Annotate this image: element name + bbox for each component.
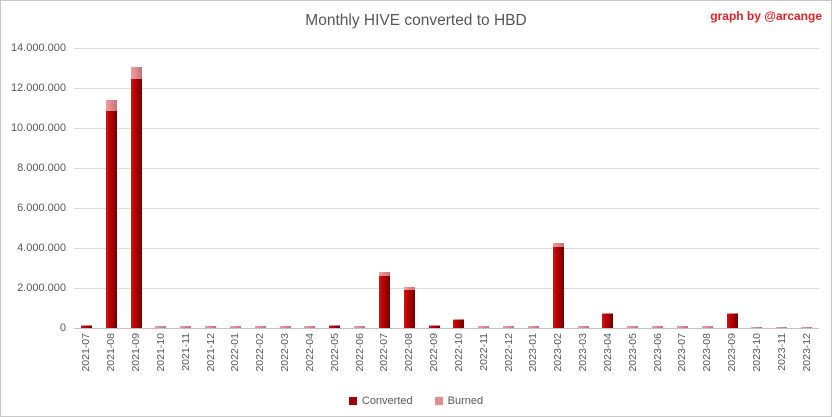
bar-converted-segment: [130, 79, 142, 328]
bar-burned-segment: [503, 326, 515, 328]
x-axis-label: 2022-07: [378, 333, 391, 372]
x-axis-label: 2023-07: [676, 333, 689, 372]
bar-burned-segment: [229, 326, 241, 328]
legend-swatch-converted: [348, 397, 357, 405]
bar-converted-segment: [329, 325, 341, 328]
legend-swatch-burned: [434, 397, 443, 405]
x-axis-label: 2022-01: [229, 333, 242, 372]
bar-burned-segment: [279, 326, 291, 328]
bar-converted-segment: [378, 276, 390, 328]
x-axis-label: 2023-09: [726, 333, 739, 372]
x-axis-label: 2022-04: [303, 333, 316, 372]
y-axis-label: 4.000.000: [17, 242, 66, 254]
bar-converted-segment: [726, 314, 738, 328]
bar-burned-segment: [676, 326, 688, 328]
bar-burned-segment: [428, 324, 440, 326]
legend-label-converted: Converted: [361, 395, 413, 407]
bar-burned-segment: [205, 326, 217, 328]
chart-credit: graph by @arcange: [710, 9, 822, 23]
bar-burned-segment: [378, 272, 390, 276]
x-axis-label: 2023-03: [577, 333, 590, 372]
x-axis-label: 2022-11: [477, 333, 490, 371]
bar-burned-segment: [701, 326, 713, 328]
bar-converted-segment: [428, 325, 440, 328]
x-axis-label: 2021-08: [105, 333, 118, 372]
x-axis-label: 2023-08: [701, 333, 714, 372]
y-axis-label: 0: [59, 322, 66, 334]
bar-converted-segment: [453, 319, 465, 328]
x-axis-label: 2023-02: [552, 333, 565, 372]
bar-burned-segment: [403, 287, 415, 290]
y-axis-label: 6.000.000: [17, 202, 66, 214]
bar-converted-segment: [80, 326, 92, 328]
gridline: [74, 88, 819, 89]
bar-burned-segment: [627, 326, 639, 328]
x-axis-label: 2023-01: [527, 333, 540, 372]
bar-burned-segment: [602, 313, 614, 314]
bar-burned-segment: [801, 326, 813, 328]
bar-burned-segment: [726, 313, 738, 315]
bar-converted-segment: [403, 290, 415, 328]
legend-item-burned: Burned: [434, 395, 484, 407]
y-axis-label: 2.000.000: [17, 282, 66, 294]
gridline: [74, 248, 819, 249]
bar-converted-segment: [552, 247, 564, 328]
x-axis-label: 2022-06: [353, 333, 366, 372]
x-axis-label: 2021-10: [154, 333, 167, 372]
bar-burned-segment: [329, 325, 341, 326]
x-axis-label: 2021-11: [179, 333, 192, 371]
bar-burned-segment: [354, 326, 366, 328]
bar-burned-segment: [478, 326, 490, 328]
gridline: [74, 288, 819, 289]
bar-burned-segment: [304, 326, 316, 328]
x-axis-label: 2023-04: [601, 333, 614, 372]
x-axis-label: 2022-12: [502, 333, 515, 372]
bar-burned-segment: [180, 326, 192, 328]
x-axis-label: 2022-05: [328, 333, 341, 372]
bar-burned-segment: [552, 243, 564, 247]
bar-burned-segment: [155, 326, 167, 328]
y-axis-label: 8.000.000: [17, 162, 66, 174]
gridline: [74, 128, 819, 129]
gridline: [74, 168, 819, 169]
x-axis-line: [74, 328, 819, 329]
bar-converted-segment: [105, 111, 117, 328]
legend-item-converted: Converted: [348, 395, 413, 407]
y-axis-label: 12.000.000: [10, 82, 66, 94]
bar-burned-segment: [453, 318, 465, 320]
bar-converted-segment: [602, 314, 614, 328]
bar-burned-segment: [751, 326, 763, 328]
bar-burned-segment: [577, 326, 589, 328]
bar-burned-segment: [130, 67, 142, 79]
bar-burned-segment: [254, 326, 266, 328]
x-axis-label: 2021-09: [130, 333, 143, 372]
x-axis-label: 2023-06: [651, 333, 664, 372]
x-axis-label: 2022-10: [452, 333, 465, 372]
gridline: [74, 208, 819, 209]
bar-burned-segment: [776, 326, 788, 328]
y-axis-label: 14.000.000: [10, 42, 66, 54]
x-axis-label: 2023-12: [800, 333, 813, 372]
x-axis-label: 2022-09: [428, 333, 441, 372]
bar-burned-segment: [527, 326, 539, 328]
x-axis-label: 2021-12: [204, 333, 217, 372]
legend-label-burned: Burned: [447, 395, 484, 407]
gridline: [74, 48, 819, 49]
x-axis-label: 2023-10: [750, 333, 763, 372]
x-axis-label: 2022-03: [279, 333, 292, 372]
x-axis-label: 2022-08: [403, 333, 416, 372]
legend: Converted Burned: [1, 395, 831, 407]
x-axis-label: 2023-05: [626, 333, 639, 372]
x-axis-label: 2021-07: [80, 333, 93, 372]
bar-burned-segment: [80, 325, 92, 327]
y-axis-label: 10.000.000: [10, 122, 66, 134]
bar-burned-segment: [105, 100, 117, 111]
chart-title: Monthly HIVE converted to HBD: [305, 12, 527, 29]
x-axis-label: 2022-02: [254, 333, 267, 372]
bar-burned-segment: [652, 326, 664, 328]
x-axis-label: 2023-11: [775, 333, 788, 371]
